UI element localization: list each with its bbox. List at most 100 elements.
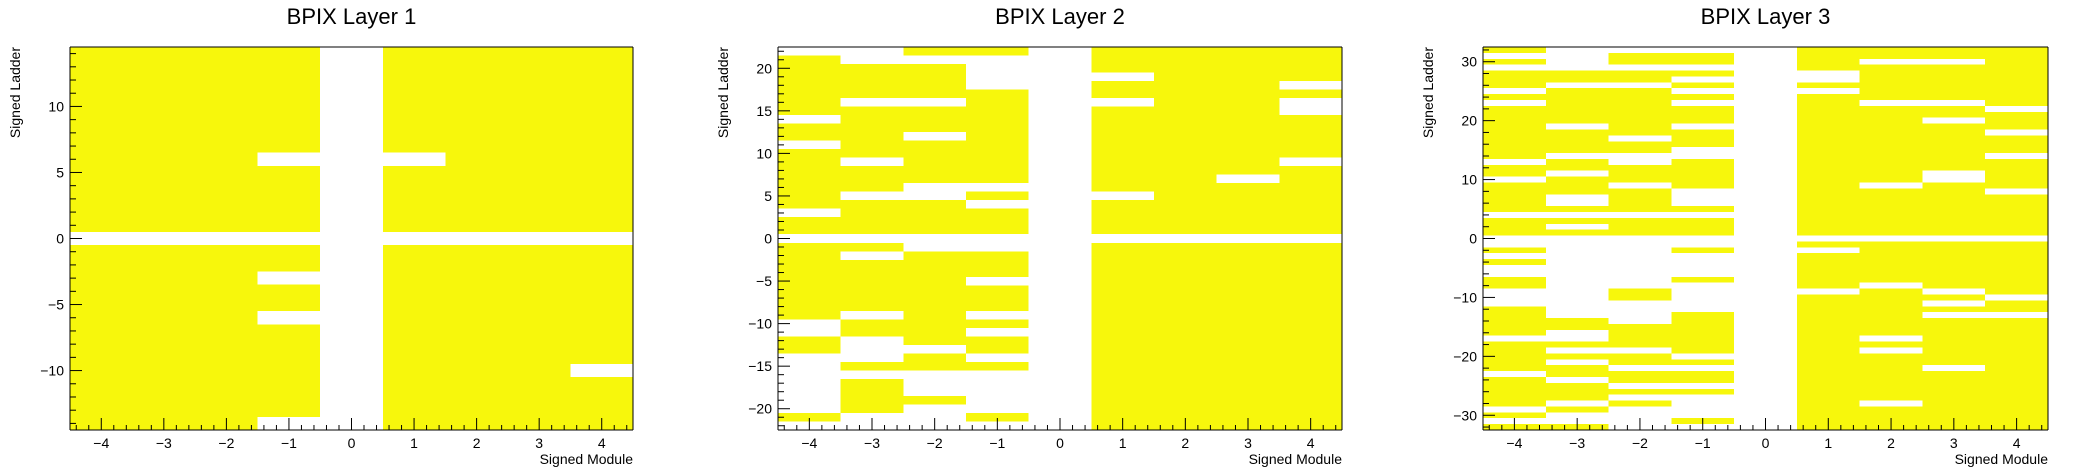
heatmap-cell — [1216, 47, 1280, 175]
x-tick-label: 4 — [1307, 435, 1315, 451]
heatmap-cell — [903, 200, 966, 235]
heatmap-cell — [1671, 359, 1735, 366]
x-tick-label: 3 — [1244, 435, 1252, 451]
y-axis-title: Signed Ladder — [715, 47, 731, 138]
x-tick-label: −3 — [864, 435, 880, 451]
heatmap-cell — [1545, 129, 1609, 154]
heatmap-cell — [966, 361, 1029, 371]
heatmap-cell — [570, 245, 633, 364]
heatmap-cell — [1483, 217, 1546, 236]
heatmap-cell — [1922, 182, 1986, 236]
x-axis-title: Signed Module — [1955, 451, 2049, 467]
heatmap-cell — [1091, 200, 1154, 235]
heatmap-cell — [445, 47, 508, 232]
heatmap-cell — [1985, 47, 2048, 106]
heatmap-cell — [966, 319, 1029, 328]
heatmap-cell — [903, 47, 966, 56]
x-tick-label: 1 — [410, 435, 418, 451]
heatmap-cell — [70, 245, 133, 430]
heatmap-cell — [507, 47, 571, 232]
heatmap-cell — [1922, 64, 1986, 101]
heatmap-cell — [840, 200, 904, 235]
heatmap-cell — [1608, 400, 1672, 407]
y-tick-label: −5 — [48, 297, 64, 313]
x-tick-label: 3 — [1950, 435, 1958, 451]
heatmap-cell — [1922, 306, 1986, 313]
heatmap-cell — [903, 140, 966, 184]
heatmap-cell — [382, 47, 446, 153]
heatmap-cell — [840, 361, 904, 371]
heatmap-cell — [1671, 105, 1735, 124]
heatmap-cell — [1985, 300, 2048, 313]
heatmap-cell — [778, 217, 841, 235]
heatmap-cell — [840, 378, 904, 413]
y-tick-label: 20 — [756, 60, 772, 76]
x-tick-label: −2 — [927, 435, 943, 451]
x-tick-label: 2 — [1181, 435, 1189, 451]
heatmap-cell — [445, 245, 508, 430]
x-tick-label: 3 — [535, 435, 543, 451]
heatmap-cell — [1922, 123, 1986, 171]
heatmap-cell — [1279, 242, 1342, 430]
heatmap-cell — [257, 245, 321, 272]
heatmap-cell — [1483, 182, 1546, 212]
heatmap-cell — [1671, 371, 1735, 383]
heatmap-cell — [1608, 88, 1672, 136]
heatmap-cells — [70, 47, 633, 430]
y-tick-label: 0 — [56, 231, 64, 247]
y-tick-label: 10 — [756, 145, 772, 161]
x-tick-label: 1 — [1119, 435, 1127, 451]
y-tick-label: 5 — [56, 164, 64, 180]
heatmap-cell — [1483, 105, 1546, 159]
heatmap-cell — [1091, 47, 1154, 73]
heatmap-cell — [1483, 164, 1546, 177]
heatmap-cell — [1608, 353, 1672, 366]
panel-bpix-layer-3: BPIX Layer 3 −4 −3 −2 −1 0 1 2 3 4−30−20−1001020… — [1420, 4, 2049, 467]
heatmap-cell — [966, 251, 1029, 277]
y-axis-title: Signed Ladder — [7, 47, 23, 138]
heatmap-cell — [778, 412, 841, 422]
heatmap-cell — [840, 166, 904, 192]
heatmap-cell — [1671, 52, 1735, 65]
x-tick-label: 4 — [2013, 435, 2021, 451]
heatmap-cell — [195, 245, 258, 430]
heatmap-cell — [1859, 341, 1923, 348]
heatmap-cell — [1671, 158, 1735, 189]
y-tick-label: −20 — [1453, 348, 1477, 364]
heatmap-cell — [1545, 206, 1609, 212]
heatmap-cell — [1608, 388, 1672, 395]
heatmap-cell — [1922, 318, 1986, 366]
y-tick-label: 0 — [1469, 231, 1477, 247]
heatmap-cell — [1545, 406, 1609, 413]
heatmap-cell — [132, 245, 196, 430]
heatmap-cell — [778, 123, 841, 141]
heatmap-cell — [1545, 318, 1609, 330]
heatmap-cell — [1859, 353, 1923, 401]
heatmap-cell — [1671, 129, 1735, 148]
x-tick-label: 4 — [598, 435, 606, 451]
plot-title: BPIX Layer 2 — [995, 4, 1125, 29]
x-tick-label: −3 — [1569, 435, 1585, 451]
panel-bpix-layer-2: BPIX Layer 2 −4 −3 −2 −1 0 1 2 3 4−20−15−10−5051… — [715, 4, 1343, 467]
heatmap-cell — [1608, 371, 1672, 383]
heatmap-cell — [840, 106, 904, 158]
heatmap-cells — [778, 47, 1342, 430]
heatmap-cell — [1671, 217, 1735, 236]
y-tick-label: 10 — [48, 98, 64, 114]
x-tick-label: 0 — [1762, 435, 1770, 451]
heatmap-cell — [132, 47, 196, 232]
heatmap-cell — [1608, 288, 1672, 301]
y-tick-label: −15 — [748, 358, 772, 374]
x-tick-label: −4 — [801, 435, 817, 451]
heatmap-cell — [1091, 106, 1154, 192]
heatmap-cell — [778, 336, 841, 354]
heatmap-cell — [966, 191, 1029, 201]
heatmap-cell — [966, 47, 1029, 56]
heatmap-cell — [1859, 47, 1923, 59]
heatmap-cell — [257, 284, 321, 312]
heatmap-cell — [840, 242, 904, 252]
y-tick-label: −10 — [748, 316, 772, 332]
heatmap-cell — [1154, 242, 1217, 430]
heatmap-cell — [1279, 115, 1342, 158]
